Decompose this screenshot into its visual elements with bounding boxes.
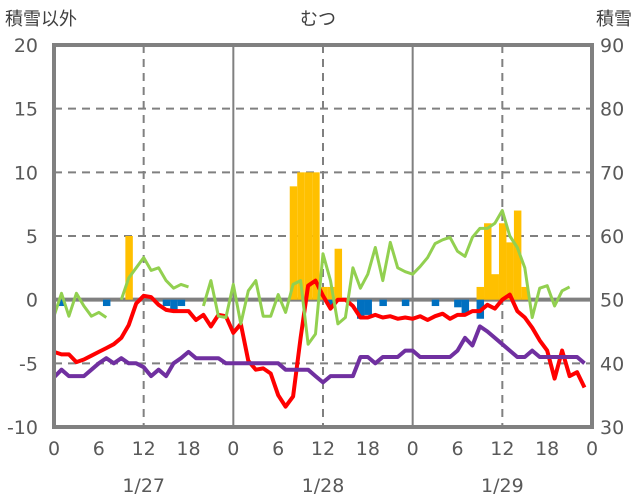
negative-bar bbox=[364, 299, 372, 315]
negative-bar bbox=[177, 299, 186, 307]
date-label: 1/29 bbox=[481, 475, 524, 497]
date-label: 1/28 bbox=[302, 475, 345, 497]
positive-bar bbox=[289, 186, 298, 300]
positive-bar bbox=[491, 274, 499, 300]
positive-bar bbox=[484, 223, 492, 300]
series-line-2 bbox=[201, 209, 571, 346]
series-line-1 bbox=[52, 324, 586, 385]
negative-bar bbox=[454, 299, 462, 308]
positive-bar bbox=[312, 172, 320, 300]
positive-bar bbox=[513, 210, 522, 300]
positive-bar bbox=[125, 236, 133, 300]
plot-border bbox=[52, 43, 594, 429]
y-tick-label-left: 0 bbox=[26, 290, 38, 312]
y-tick-label-left: 10 bbox=[14, 162, 38, 184]
positive-bar bbox=[304, 172, 313, 300]
x-tick-label: 0 bbox=[227, 438, 239, 460]
negative-bar bbox=[327, 299, 335, 307]
x-tick-label: 18 bbox=[356, 438, 380, 460]
bars bbox=[58, 172, 529, 319]
date-label: 1/27 bbox=[122, 475, 165, 497]
negative-bar bbox=[58, 299, 66, 307]
y-tick-label-right: 30 bbox=[600, 417, 624, 439]
y-tick-label-right: 60 bbox=[600, 226, 624, 248]
positive-bar bbox=[334, 248, 343, 300]
y-tick-label-left: 20 bbox=[14, 35, 38, 57]
chart-title: むつ bbox=[300, 9, 336, 30]
y-tick-label-left: 5 bbox=[26, 226, 38, 248]
y-tick-label-right: 80 bbox=[600, 99, 624, 121]
negative-bar bbox=[356, 299, 365, 319]
positive-bar bbox=[476, 286, 485, 300]
y-tick-label-right: 70 bbox=[600, 162, 624, 184]
negative-bar bbox=[461, 299, 470, 314]
negative-bar bbox=[431, 299, 440, 307]
y-tick-label-left: -10 bbox=[7, 417, 38, 439]
positive-bar bbox=[521, 286, 529, 300]
y-tick-label-left: -5 bbox=[19, 353, 38, 375]
positive-bar bbox=[498, 223, 507, 300]
x-tick-label: 12 bbox=[490, 438, 514, 460]
positive-bar bbox=[297, 172, 305, 300]
negative-bar bbox=[170, 299, 178, 313]
x-tick-label: 0 bbox=[586, 438, 598, 460]
x-tick-label: 18 bbox=[176, 438, 200, 460]
y-tick-label-right: 90 bbox=[600, 35, 624, 57]
x-tick-label: 6 bbox=[272, 438, 284, 460]
positive-bar bbox=[327, 286, 335, 300]
x-tick-label: 18 bbox=[535, 438, 559, 460]
x-tick-label: 6 bbox=[451, 438, 463, 460]
x-tick-label: 12 bbox=[132, 438, 156, 460]
x-tick-label: 12 bbox=[311, 438, 335, 460]
x-tick-label: 0 bbox=[407, 438, 419, 460]
x-tick-label: 6 bbox=[93, 438, 105, 460]
positive-bar bbox=[506, 242, 514, 300]
y-tick-label-right: 40 bbox=[600, 353, 624, 375]
x-tick-label: 0 bbox=[48, 438, 60, 460]
y-tick-label-right: 50 bbox=[600, 290, 624, 312]
y-tick-label-left: 15 bbox=[14, 99, 38, 121]
plot-frame bbox=[52, 43, 594, 429]
series-line-2 bbox=[52, 291, 108, 319]
series-line-2 bbox=[119, 256, 189, 301]
negative-bar bbox=[401, 299, 410, 307]
negative-bar bbox=[102, 299, 111, 307]
negative-bar bbox=[379, 299, 387, 307]
series-lines bbox=[52, 209, 587, 409]
right-axis-title: 積雪 bbox=[596, 9, 632, 30]
negative-bar bbox=[162, 299, 171, 307]
left-axis-title: 積雪以外 bbox=[5, 9, 77, 30]
